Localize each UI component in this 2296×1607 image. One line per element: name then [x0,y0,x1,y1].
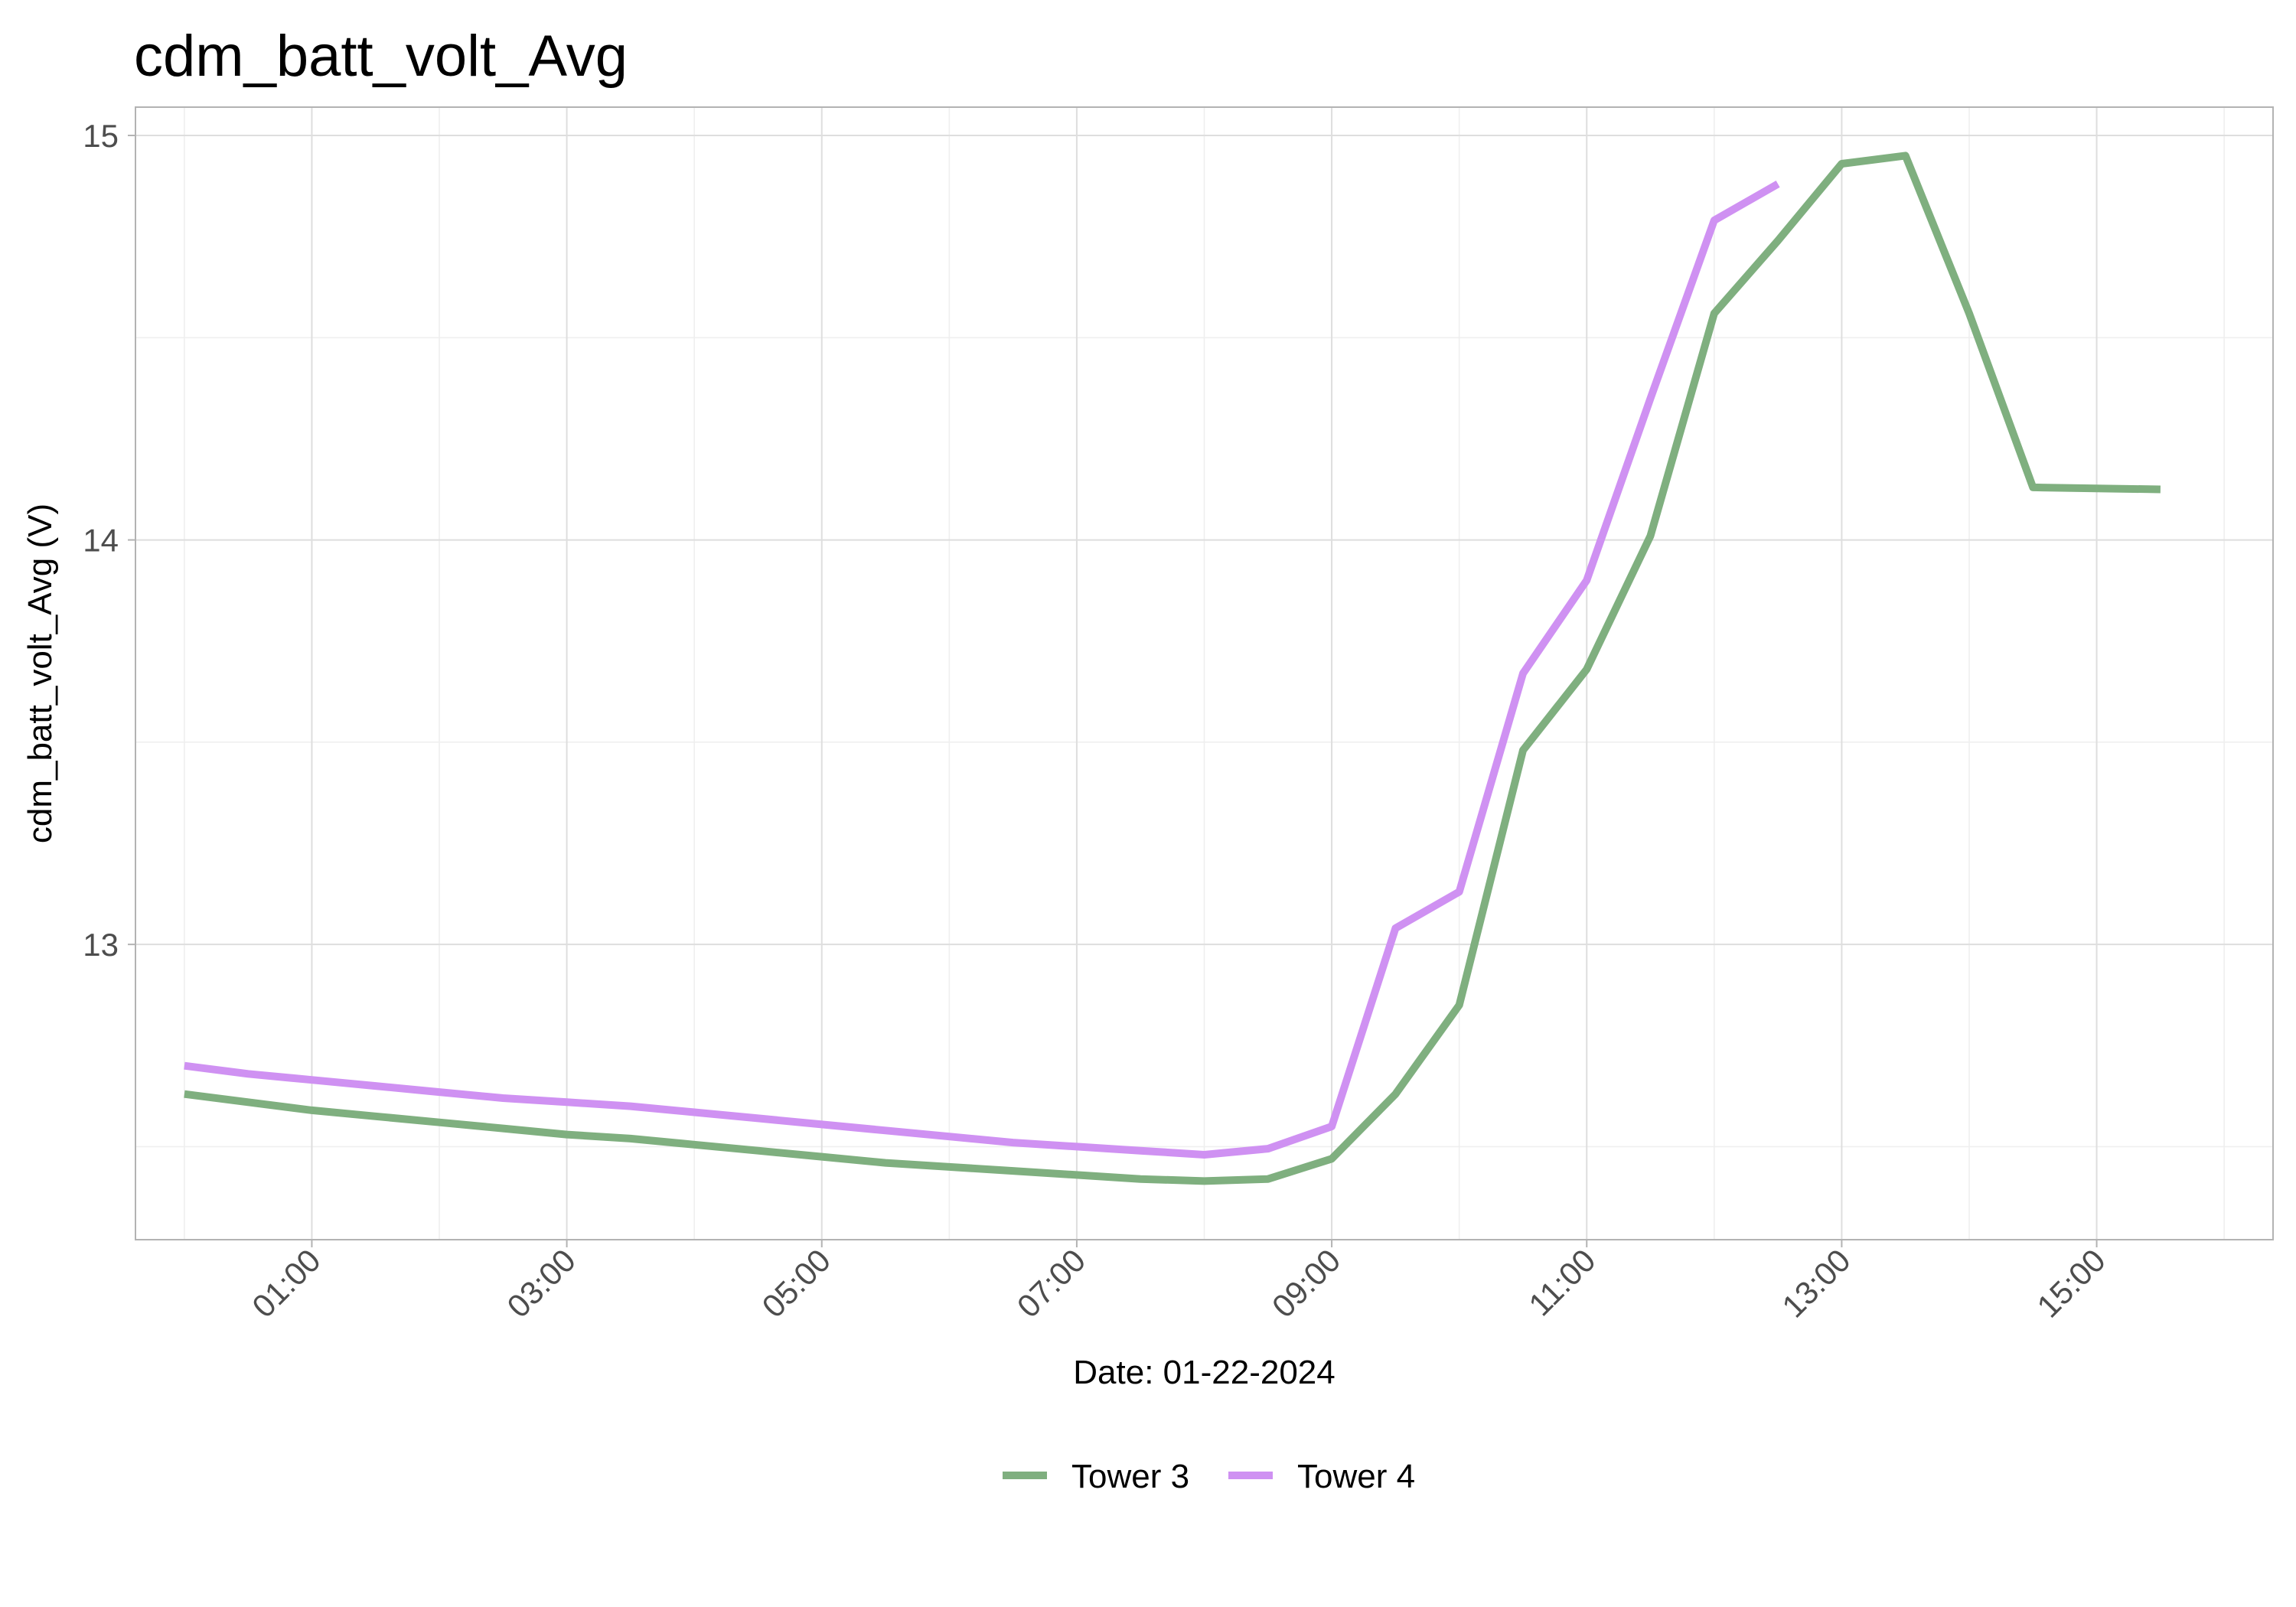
chart-title: cdm_batt_volt_Avg [134,24,628,89]
x-tick-label: 07:00 [1010,1242,1093,1325]
y-tick-label: 15 [83,118,119,154]
legend-item-tower-4: Tower 4 [1228,1458,1415,1495]
x-tick-label: 13:00 [1775,1242,1857,1325]
legend-label: Tower 3 [1071,1458,1189,1495]
x-axis-ticks: 01:00 03:00 05:00 07:00 09:00 11:00 13:00 15:00 [245,1240,2112,1325]
series-line-tower-3 [184,152,2161,1185]
x-tick-label: 15:00 [2030,1242,2112,1325]
grid-minor [135,107,2273,1240]
legend-item-tower-3: Tower 3 [1003,1458,1189,1495]
legend: Tower 3 Tower 4 [1003,1458,1415,1495]
plot-panel-border [135,106,2274,1240]
series-layer [184,152,2161,1185]
x-tick-label: 01:00 [245,1242,328,1325]
x-axis-label: Date: 01-22-2024 [1073,1354,1335,1391]
y-axis-label: cdm_batt_volt_Avg (V) [21,504,59,843]
y-axis-ticks: 13 14 15 [83,118,135,963]
x-tick-label: 11:00 [1521,1242,1602,1322]
series-line-tower-4 [184,181,1780,1159]
y-tick-label: 13 [83,927,119,963]
y-tick-label: 14 [83,523,119,559]
grid-major [135,107,2273,1240]
x-tick-label: 05:00 [755,1242,838,1325]
x-tick-label: 09:00 [1265,1242,1348,1325]
legend-label: Tower 4 [1297,1458,1415,1495]
x-tick-label: 03:00 [500,1242,582,1325]
